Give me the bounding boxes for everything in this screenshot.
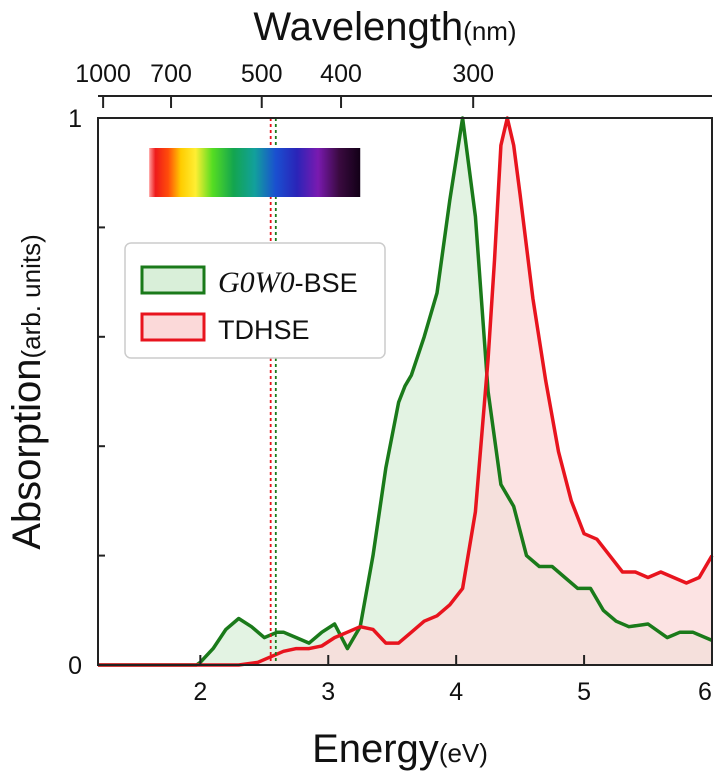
legend-swatch-g0w0-bse [140,265,206,295]
y-axis-title-unit: (arb. units) [16,234,46,358]
top-axis-title: Wavelength(nm) [253,5,516,49]
series-fill-tdhse [98,118,712,665]
top-axis-title-main: Wavelength [253,5,463,49]
top-tick-label-500: 500 [241,60,283,88]
x-tick-label-3: 3 [321,678,335,706]
legend-swatch-tdhse [140,312,206,342]
top-tick-label-300: 300 [452,60,494,88]
y-axis-title: Absorption(arb. units) [5,234,49,550]
y-tick-label-1: 1 [68,105,82,133]
x-axis-title: Energy(eV) [312,727,488,771]
x-tick-label-6: 6 [698,678,712,706]
x-axis-title-main: Energy [312,727,439,771]
x-tick-label-4: 4 [449,678,463,706]
top-tick-label-700: 700 [150,60,192,88]
visible-spectrum-bar [149,148,361,197]
x-axis-title-unit: (eV) [439,738,488,768]
legend-label-g0w0-italic: G0W0 [218,266,295,299]
legend-label-g0w0-bse: G0W0-BSE [218,266,358,299]
legend-label-tdhse: TDHSE [218,315,310,345]
plot-frame [97,117,713,666]
y-axis-title-main: Absorption [5,359,49,550]
top-tick-label-400: 400 [320,60,362,88]
x-tick-label-5: 5 [577,678,591,706]
legend: G0W0-BSE TDHSE [124,242,386,359]
y-tick-label-0: 0 [68,652,82,680]
top-tick-label-1000: 1000 [75,60,131,88]
left-axis-ticks: 01 [68,105,108,680]
series-line-tdhse [98,116,714,667]
top-axis-title-unit: (nm) [463,16,516,46]
bottom-axis-ticks: 2 3 4 5 6 [193,655,713,706]
series-line-g0w0-bse [98,116,713,667]
fills-layer [98,118,712,665]
vertical-lines-layer [269,118,277,665]
lines-layer [98,116,714,667]
top-axis-ticks: 1000 700 500 400 300 [75,60,712,108]
legend-label-g0w0-suffix: -BSE [295,268,358,298]
series-fill-g0w0-bse [98,118,712,665]
x-tick-label-2: 2 [193,678,207,706]
